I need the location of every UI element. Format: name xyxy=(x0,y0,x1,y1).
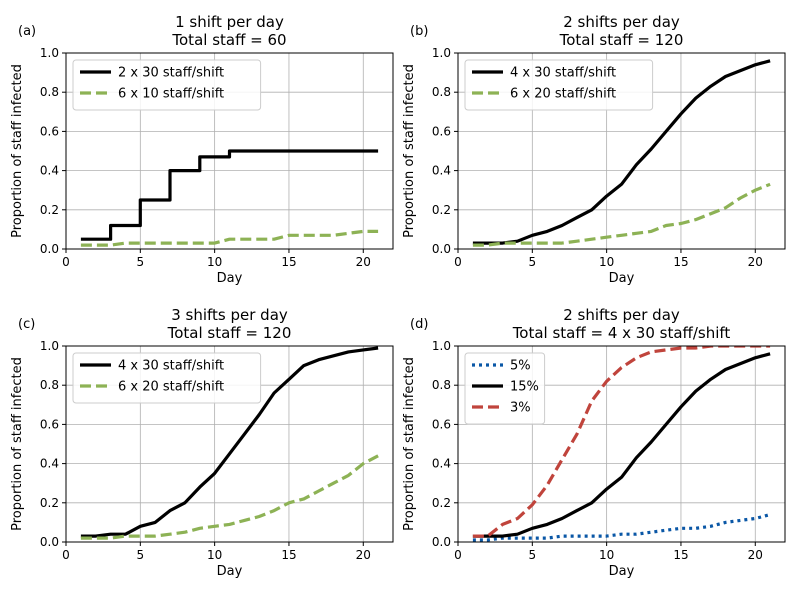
y-tick-label: 1.0 xyxy=(40,339,59,353)
y-tick-label: 0.6 xyxy=(432,124,451,138)
x-tick-label: 15 xyxy=(673,548,688,562)
series-line-2 xyxy=(472,352,771,538)
chart-title-line: 2 shifts per day xyxy=(563,306,680,324)
series-line-1 xyxy=(80,346,379,538)
x-tick-label: 10 xyxy=(207,255,222,269)
legend-box xyxy=(464,352,546,425)
x-tick-label: 20 xyxy=(748,255,763,269)
y-axis-label: Proportion of staff infected xyxy=(10,357,25,531)
legend-label-2: 6 x 10 staff/shift xyxy=(118,87,224,102)
x-axis-label: Day xyxy=(609,271,635,286)
y-tick-label: 0.2 xyxy=(432,203,451,217)
y-tick-label: 0.4 xyxy=(40,164,59,178)
x-tick-label: 20 xyxy=(356,255,371,269)
x-tick-label: 10 xyxy=(207,548,222,562)
x-tick-label: 10 xyxy=(599,255,614,269)
x-tick-label: 0 xyxy=(454,548,462,562)
y-tick-label: 0.0 xyxy=(432,242,451,256)
x-tick-label: 0 xyxy=(62,548,70,562)
chart-title-line: Total staff = 120 xyxy=(559,31,684,49)
y-tick-label: 1.0 xyxy=(432,339,451,353)
x-tick-label: 20 xyxy=(748,548,763,562)
y-tick-label: 0.0 xyxy=(40,242,59,256)
series-line-2 xyxy=(80,454,379,540)
legend-label-3: 3% xyxy=(510,401,531,416)
legend-label-1: 4 x 30 staff/shift xyxy=(510,66,616,81)
legend: 2 x 30 staff/shift 6 x 10 staff/shift xyxy=(72,59,262,111)
x-tick-label: 5 xyxy=(136,255,144,269)
legend-label-2: 15% xyxy=(510,380,539,395)
series-line-2 xyxy=(472,182,771,247)
series-line-2 xyxy=(80,229,379,247)
y-tick-label: 1.0 xyxy=(432,46,451,60)
legend-box xyxy=(464,59,654,111)
y-axis-label: Proportion of staff infected xyxy=(402,64,417,238)
legend-label-1: 5% xyxy=(510,359,531,374)
y-tick-label: 0.6 xyxy=(40,417,59,431)
y-tick-label: 0.0 xyxy=(40,535,59,549)
legend-label-1: 2 x 30 staff/shift xyxy=(118,66,224,81)
x-tick-label: 15 xyxy=(673,255,688,269)
y-tick-label: 0.8 xyxy=(40,378,59,392)
chart-title-line: Total staff = 120 xyxy=(167,324,292,342)
legend: 5% 15% 3% xyxy=(464,352,546,425)
legend-label-2: 6 x 20 staff/shift xyxy=(118,380,224,395)
y-axis-label: Proportion of staff infected xyxy=(402,357,417,531)
chart-title-line: Total staff = 4 x 30 staff/shift xyxy=(512,324,731,342)
y-tick-label: 0.4 xyxy=(432,164,451,178)
legend-label-2: 6 x 20 staff/shift xyxy=(510,87,616,102)
chart-title-line: Total staff = 60 xyxy=(171,31,286,49)
y-tick-label: 0.0 xyxy=(432,535,451,549)
x-tick-label: 20 xyxy=(356,548,371,562)
legend-box xyxy=(72,352,262,404)
series-line-3 xyxy=(472,346,771,538)
x-tick-label: 5 xyxy=(528,548,536,562)
x-tick-label: 10 xyxy=(599,548,614,562)
series-line-1 xyxy=(472,513,771,542)
series-line-1 xyxy=(472,59,771,245)
y-tick-label: 0.2 xyxy=(40,496,59,510)
y-tick-label: 0.6 xyxy=(432,417,451,431)
x-tick-label: 15 xyxy=(281,255,296,269)
y-tick-label: 0.8 xyxy=(432,85,451,99)
y-axis-label: Proportion of staff infected xyxy=(10,64,25,238)
y-tick-label: 0.8 xyxy=(432,378,451,392)
axes-frame xyxy=(457,52,786,250)
panel-label: (a) xyxy=(18,24,36,39)
y-tick-label: 0.2 xyxy=(432,496,451,510)
y-tick-label: 0.4 xyxy=(432,457,451,471)
legend: 4 x 30 staff/shift 6 x 20 staff/shift xyxy=(464,59,654,111)
x-axis-label: Day xyxy=(217,271,243,286)
legend-label-1: 4 x 30 staff/shift xyxy=(118,359,224,374)
panel-label: (b) xyxy=(410,24,428,39)
legend: 4 x 30 staff/shift 6 x 20 staff/shift xyxy=(72,352,262,404)
x-tick-label: 5 xyxy=(136,548,144,562)
y-tick-label: 0.2 xyxy=(40,203,59,217)
x-axis-label: Day xyxy=(217,564,243,579)
x-tick-label: 0 xyxy=(62,255,70,269)
chart-title-line: 2 shifts per day xyxy=(563,13,680,31)
y-tick-label: 0.8 xyxy=(40,85,59,99)
y-tick-label: 1.0 xyxy=(40,46,59,60)
axes-frame xyxy=(65,345,394,543)
chart-title-line: 3 shifts per day xyxy=(171,306,288,324)
y-tick-label: 0.6 xyxy=(40,124,59,138)
x-tick-label: 5 xyxy=(528,255,536,269)
chart-title-line: 1 shift per day xyxy=(175,13,284,31)
axes-frame xyxy=(65,52,394,250)
x-axis-label: Day xyxy=(609,564,635,579)
x-tick-label: 0 xyxy=(454,255,462,269)
panel-label: (c) xyxy=(18,317,35,332)
panel-label: (d) xyxy=(410,317,428,332)
series-line-1 xyxy=(80,149,379,241)
x-tick-label: 15 xyxy=(281,548,296,562)
axes-frame xyxy=(457,345,786,543)
legend-box xyxy=(72,59,262,111)
y-tick-label: 0.4 xyxy=(40,457,59,471)
